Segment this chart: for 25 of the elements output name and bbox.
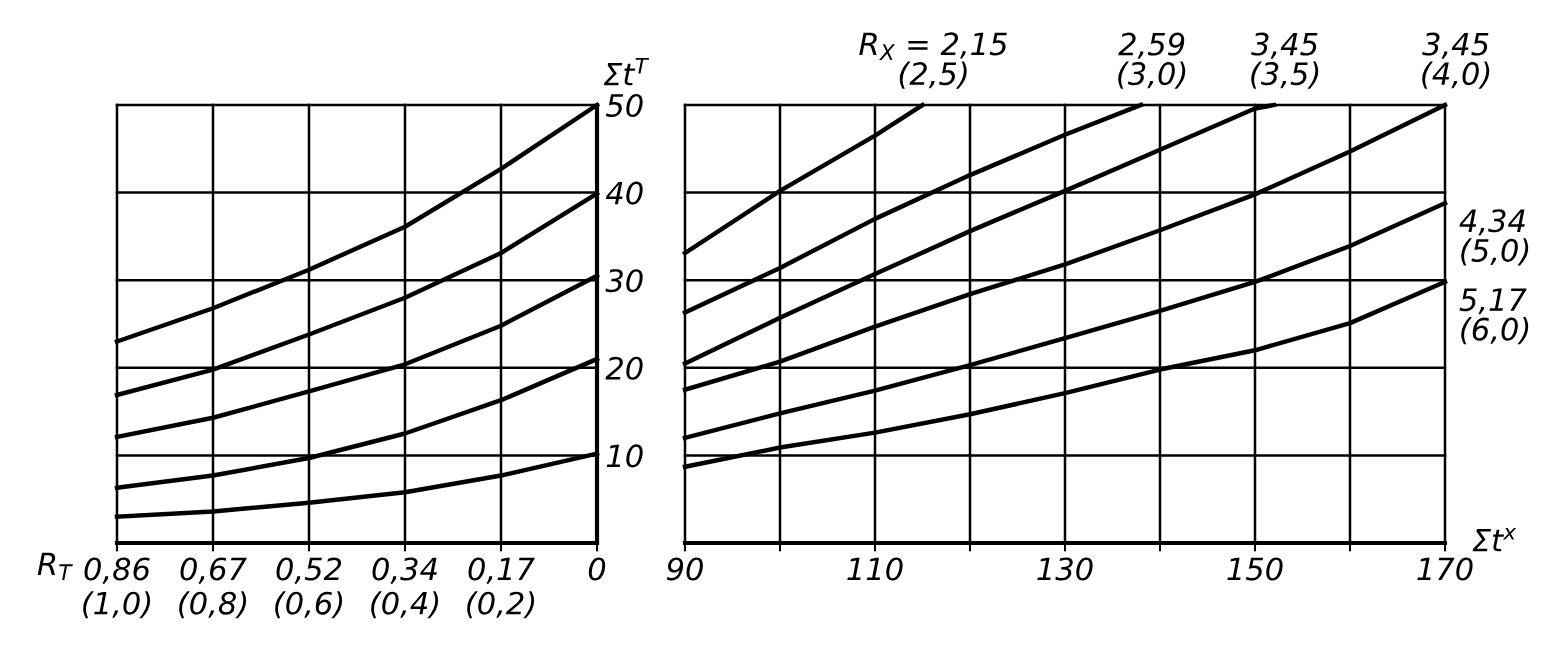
y-tick-label: 30 <box>605 269 643 293</box>
series-label: 3,45 (4,0) <box>1422 32 1490 89</box>
series-label: 2,59 (3,0) <box>1118 32 1186 89</box>
y-axis-title: Σt$^{T}$ <box>603 58 650 86</box>
x-tick-label: 150 <box>1227 557 1283 581</box>
x-tick-label: 110 <box>847 557 903 581</box>
y-tick-label: 50 <box>605 93 643 118</box>
x-tick-label: 0,86 (1,0) <box>83 557 151 619</box>
x-axis-title: R$_{T}$ <box>37 552 73 580</box>
series-label: 4,34 (5,0) <box>1459 209 1529 266</box>
y-tick-label: 40 <box>605 181 643 205</box>
y-tick-label: 10 <box>606 444 643 468</box>
x-tick-label: 0,17 (0,2) <box>467 557 535 619</box>
y-tick-label: 20 <box>605 356 643 380</box>
x-tick-label: 0,67 (0,8) <box>179 557 247 619</box>
series-label: 3,45 (3,5) <box>1251 32 1319 89</box>
x-tick-label: 170 <box>1417 557 1473 581</box>
x-axis-title: Σt$^{x}$ <box>1472 527 1517 552</box>
series-label: R$_{X}$ = 2,15 (2,5) <box>859 32 1007 89</box>
series-label: 5,17 (6,0) <box>1459 288 1529 345</box>
x-tick-label: 0,34 (0,4) <box>371 557 439 619</box>
x-tick-label: 0 <box>588 557 606 581</box>
x-tick-label: 0,52 (0,6) <box>275 557 343 619</box>
x-tick-label: 130 <box>1037 557 1093 581</box>
x-tick-label: 90 <box>666 557 703 581</box>
